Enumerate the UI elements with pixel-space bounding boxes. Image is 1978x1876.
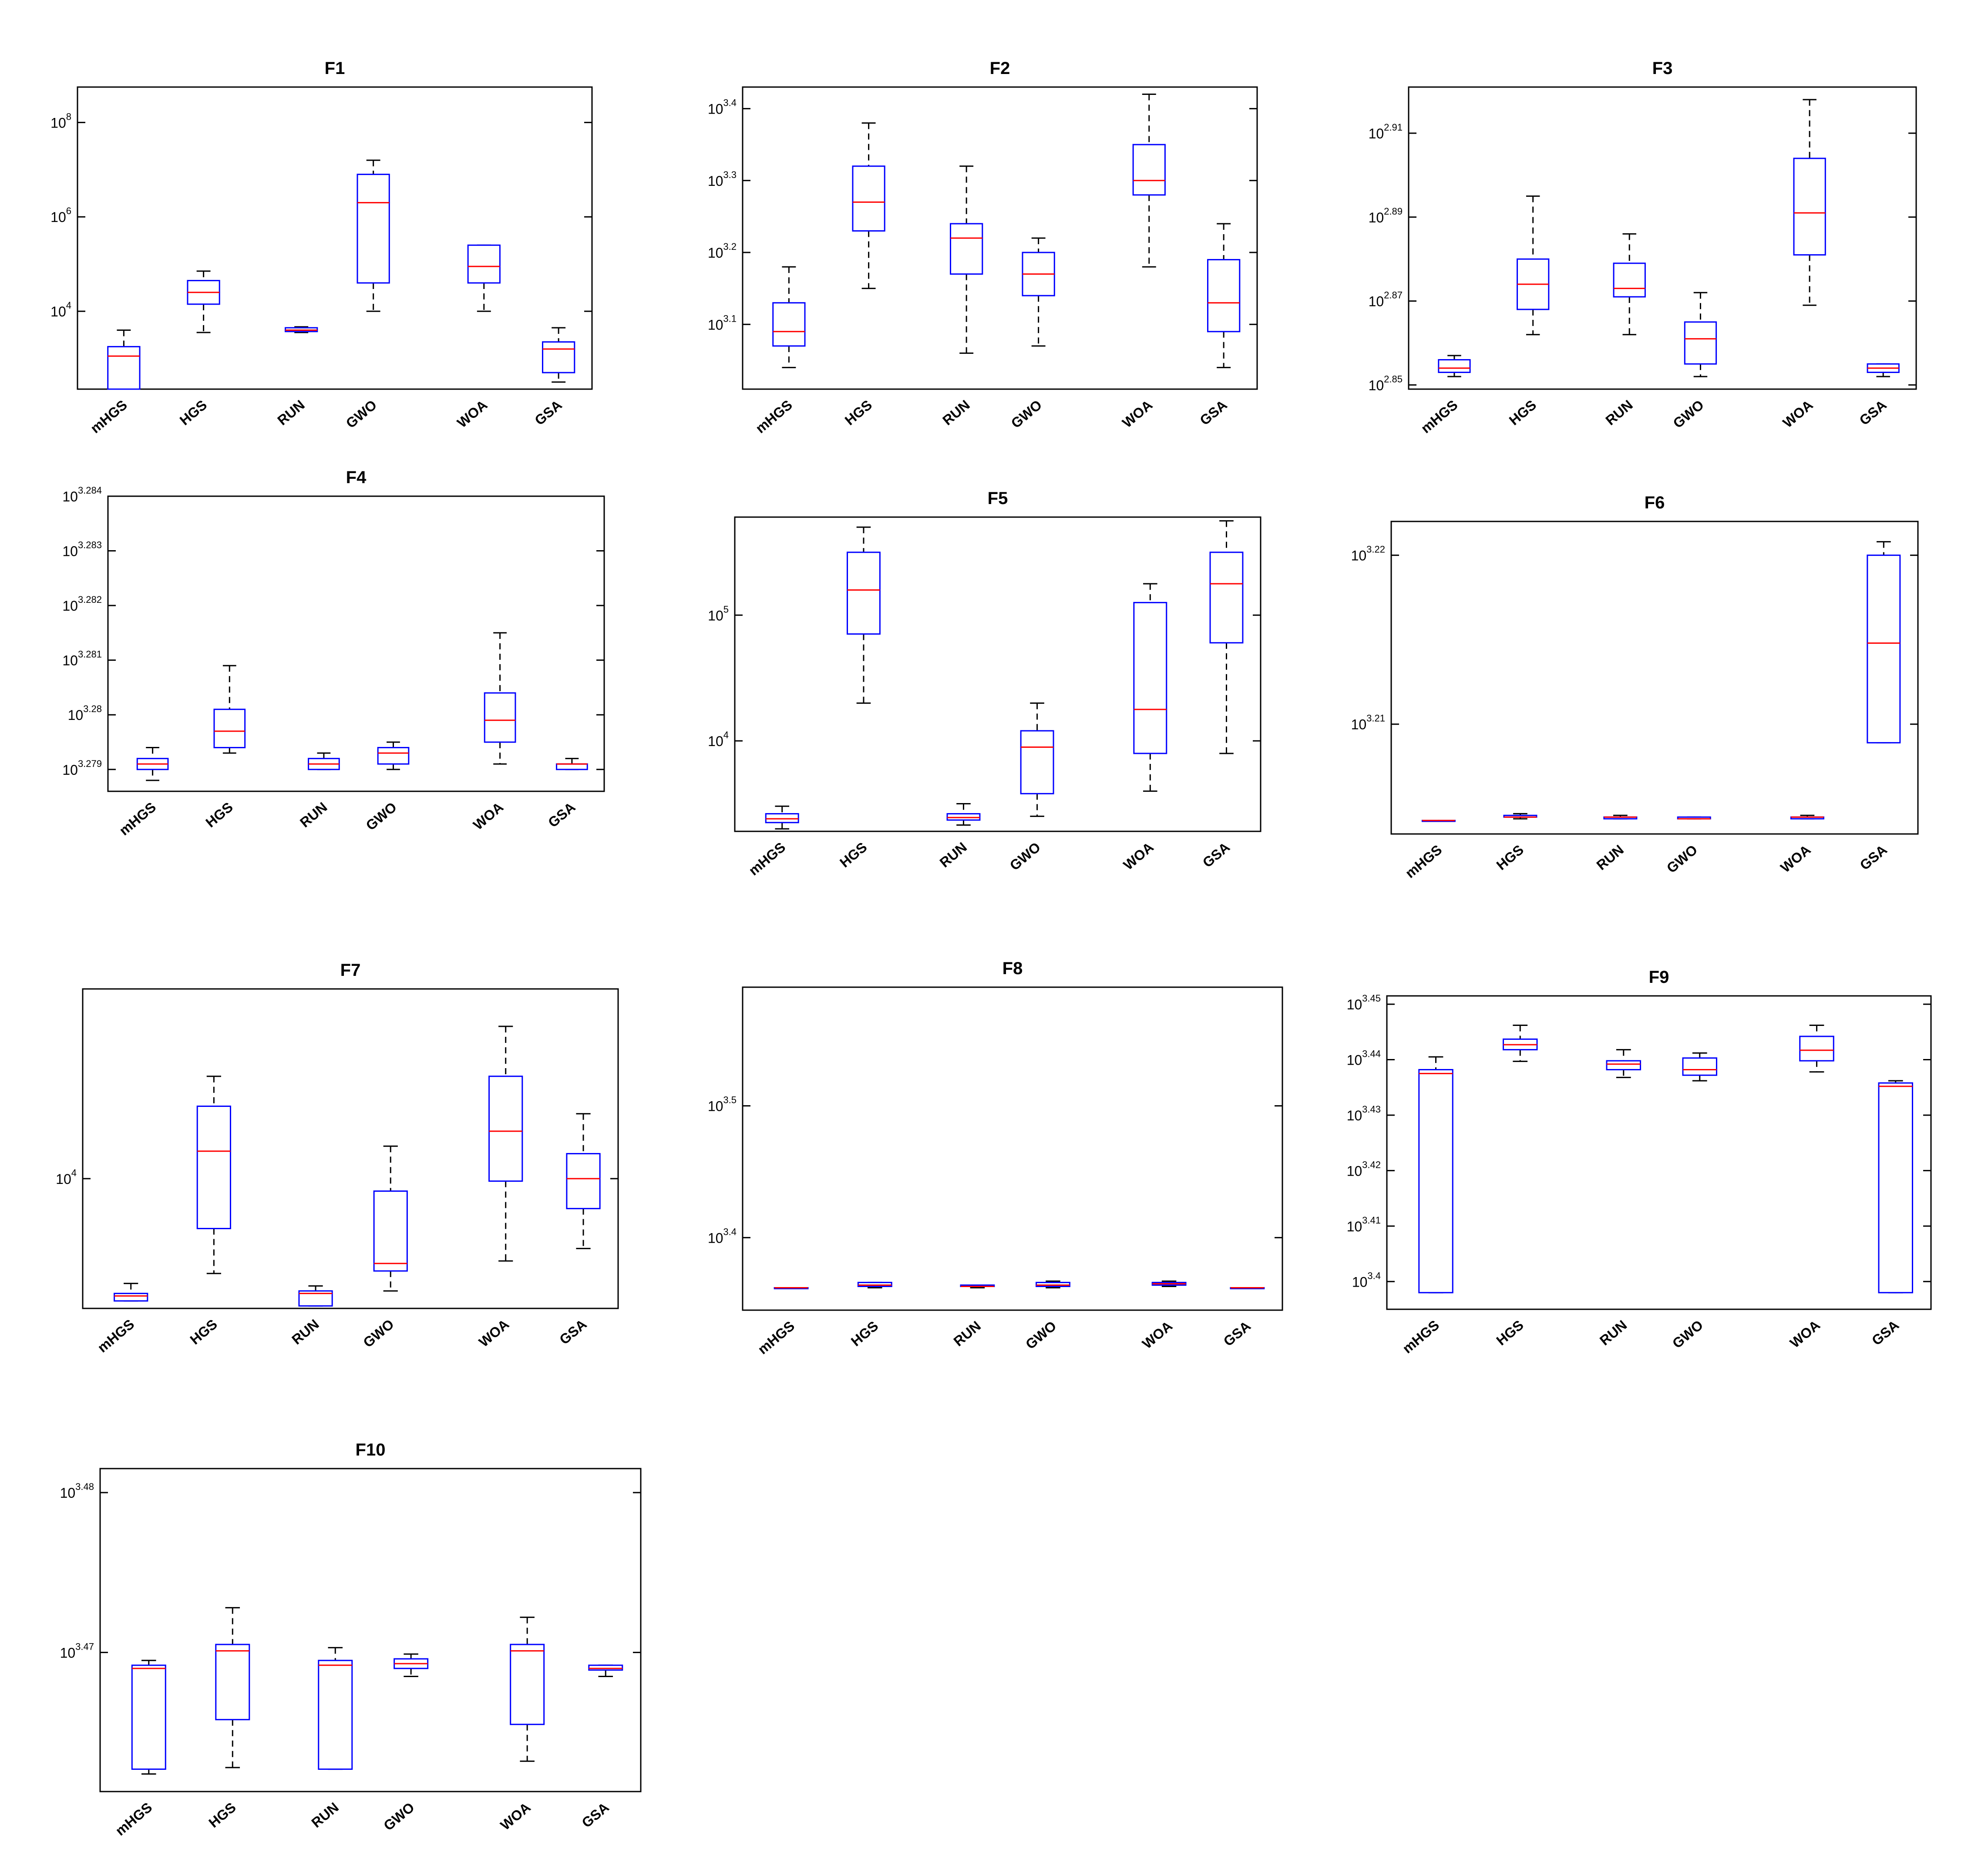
iqr-box bbox=[1682, 1057, 1717, 1076]
chart-title: F2 bbox=[990, 59, 1010, 78]
y-tick-label: 103.22 bbox=[1351, 544, 1385, 564]
iqr-box bbox=[852, 165, 885, 232]
iqr-box bbox=[467, 244, 501, 284]
y-tick-label: 102.89 bbox=[1369, 206, 1403, 225]
y-tick-label: 103.1 bbox=[708, 313, 737, 333]
iqr-box bbox=[950, 223, 983, 275]
iqr-box bbox=[1207, 259, 1241, 333]
iqr-box bbox=[131, 1664, 166, 1770]
iqr-box bbox=[215, 1644, 250, 1721]
iqr-box bbox=[377, 747, 410, 765]
y-tick-label: 103.43 bbox=[1347, 1104, 1381, 1123]
y-tick-label: 103.2 bbox=[708, 241, 737, 261]
iqr-box bbox=[772, 302, 806, 347]
iqr-box bbox=[1132, 144, 1166, 196]
axes-frame bbox=[742, 86, 1258, 390]
box-run: RUN bbox=[309, 1647, 353, 1831]
y-tick-label: 103.282 bbox=[62, 594, 102, 614]
chart-title: F9 bbox=[1649, 968, 1669, 987]
iqr-box bbox=[556, 763, 588, 770]
axes-frame bbox=[99, 1468, 642, 1792]
iqr-box bbox=[566, 1153, 601, 1210]
y-tick-label: 103.28 bbox=[68, 703, 102, 723]
iqr-box bbox=[1799, 1035, 1834, 1062]
iqr-box bbox=[1209, 551, 1244, 644]
iqr-box bbox=[588, 1664, 623, 1671]
iqr-box bbox=[1418, 1069, 1453, 1294]
iqr-box bbox=[1867, 555, 1901, 743]
iqr-box bbox=[1438, 359, 1471, 373]
iqr-box bbox=[1793, 158, 1826, 256]
axes-frame bbox=[742, 986, 1283, 1311]
iqr-box bbox=[510, 1644, 545, 1725]
iqr-box bbox=[1684, 321, 1717, 365]
y-tick-label: 103.48 bbox=[60, 1481, 94, 1501]
y-tick-label: 103.279 bbox=[62, 758, 102, 778]
y-tick-label: 103.4 bbox=[1352, 1270, 1381, 1290]
y-tick-label: 103.284 bbox=[62, 485, 102, 504]
chart-title: F10 bbox=[356, 1440, 386, 1459]
iqr-box bbox=[1613, 262, 1646, 298]
y-tick-label: 103.3 bbox=[708, 169, 737, 189]
y-tick-label: 103.5 bbox=[708, 1095, 737, 1114]
y-tick-label: 102.85 bbox=[1369, 373, 1403, 393]
y-tick-label: 103.4 bbox=[708, 1226, 737, 1246]
iqr-box bbox=[357, 174, 390, 284]
iqr-box bbox=[114, 1293, 148, 1302]
iqr-box bbox=[1036, 1281, 1070, 1287]
chart-title: F4 bbox=[346, 468, 367, 487]
axes-frame bbox=[734, 516, 1261, 832]
box-hgs: HGS bbox=[203, 665, 246, 830]
y-tick-label: 103.21 bbox=[1351, 713, 1385, 733]
iqr-box bbox=[318, 1660, 353, 1770]
chart-title: F1 bbox=[325, 59, 345, 78]
y-tick-label: 102.91 bbox=[1369, 122, 1403, 141]
chart-title: F8 bbox=[1002, 959, 1023, 978]
iqr-box bbox=[542, 341, 575, 373]
iqr-box bbox=[213, 709, 246, 749]
y-tick-label: 108 bbox=[50, 111, 71, 131]
iqr-box bbox=[373, 1190, 408, 1272]
y-tick-label: 103.41 bbox=[1347, 1215, 1381, 1234]
iqr-box bbox=[1020, 730, 1054, 794]
iqr-box bbox=[847, 551, 881, 635]
y-tick-label: 103.45 bbox=[1347, 993, 1381, 1012]
y-tick-label: 104 bbox=[50, 300, 71, 319]
y-tick-label: 102.87 bbox=[1369, 290, 1403, 309]
chart-title: F7 bbox=[340, 961, 361, 980]
y-tick-label: 104 bbox=[708, 730, 729, 749]
chart-title: F6 bbox=[1645, 493, 1665, 512]
axes-frame bbox=[1390, 521, 1919, 835]
axes-frame bbox=[1408, 86, 1917, 390]
axes-frame bbox=[1386, 995, 1932, 1310]
y-tick-label: 103.42 bbox=[1347, 1159, 1381, 1179]
y-tick-label: 106 bbox=[50, 205, 71, 225]
iqr-box bbox=[1133, 602, 1167, 754]
chart-title: F5 bbox=[988, 489, 1008, 508]
iqr-box bbox=[196, 1106, 231, 1229]
y-tick-label: 103.283 bbox=[62, 540, 102, 559]
y-tick-label: 103.44 bbox=[1347, 1049, 1381, 1068]
axes-frame bbox=[107, 495, 605, 792]
iqr-box bbox=[488, 1076, 523, 1182]
iqr-box bbox=[857, 1281, 892, 1287]
iqr-box bbox=[1878, 1082, 1913, 1294]
axes-frame bbox=[77, 86, 593, 390]
iqr-box bbox=[107, 346, 141, 390]
iqr-box bbox=[1606, 1060, 1641, 1070]
y-tick-label: 104 bbox=[56, 1167, 77, 1187]
y-tick-label: 103.281 bbox=[62, 649, 102, 669]
iqr-box bbox=[484, 692, 516, 743]
axes-frame bbox=[82, 988, 619, 1309]
y-tick-label: 103.47 bbox=[60, 1641, 94, 1661]
y-tick-label: 103.4 bbox=[708, 97, 737, 117]
y-tick-label: 105 bbox=[708, 604, 729, 623]
chart-title: F3 bbox=[1652, 59, 1673, 78]
